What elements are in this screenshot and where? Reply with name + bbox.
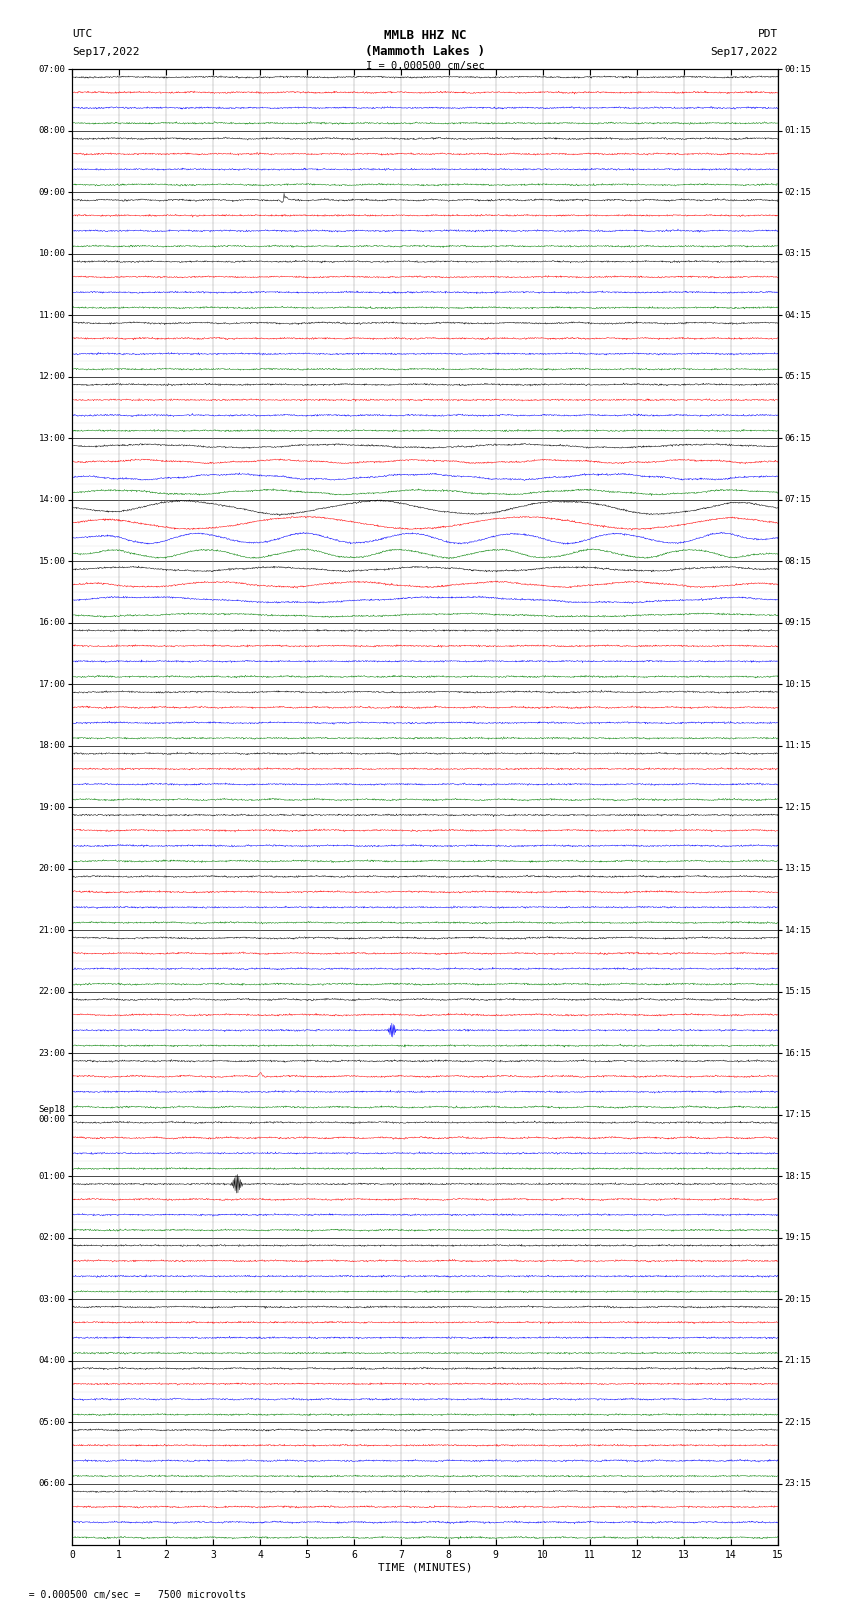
Text: PDT: PDT (757, 29, 778, 39)
Text: Sep17,2022: Sep17,2022 (711, 47, 778, 56)
Text: Sep17,2022: Sep17,2022 (72, 47, 139, 56)
X-axis label: TIME (MINUTES): TIME (MINUTES) (377, 1563, 473, 1573)
Text: MMLB HHZ NC: MMLB HHZ NC (383, 29, 467, 42)
Text: = 0.000500 cm/sec =   7500 microvolts: = 0.000500 cm/sec = 7500 microvolts (17, 1590, 246, 1600)
Text: I = 0.000500 cm/sec: I = 0.000500 cm/sec (366, 61, 484, 71)
Text: (Mammoth Lakes ): (Mammoth Lakes ) (365, 45, 485, 58)
Text: UTC: UTC (72, 29, 93, 39)
